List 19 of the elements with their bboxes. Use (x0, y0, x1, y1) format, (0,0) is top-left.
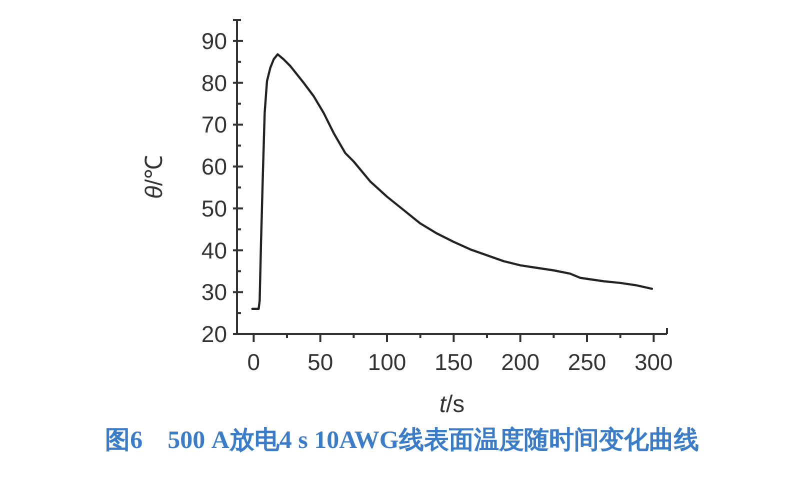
y-tick-label: 40 (201, 237, 227, 264)
x-tick-label: 0 (247, 349, 260, 375)
x-tick-label: 300 (634, 349, 673, 375)
y-tick-label: 90 (201, 28, 227, 54)
x-tick-label: 250 (568, 349, 606, 375)
x-tick-label: 50 (308, 349, 334, 375)
line-series (251, 53, 654, 310)
y-tick-label: 30 (201, 279, 227, 306)
text: 图6 500 A放电4 s 10AWG线表面温度随时间变化曲线 (105, 426, 699, 454)
x-tick-label: 100 (368, 349, 406, 375)
x-axis-title: t/s (439, 391, 465, 418)
y-tick-label: 70 (201, 112, 227, 138)
y-tick-label: 80 (201, 70, 227, 96)
y-tick-label: 60 (201, 154, 227, 180)
x-tick-label: 200 (501, 349, 540, 375)
x-tick-label: 150 (434, 349, 473, 375)
y-axis-title: θ/℃ (141, 155, 168, 199)
y-tick-label: 20 (201, 321, 227, 347)
y-tick-label: 50 (201, 195, 227, 222)
